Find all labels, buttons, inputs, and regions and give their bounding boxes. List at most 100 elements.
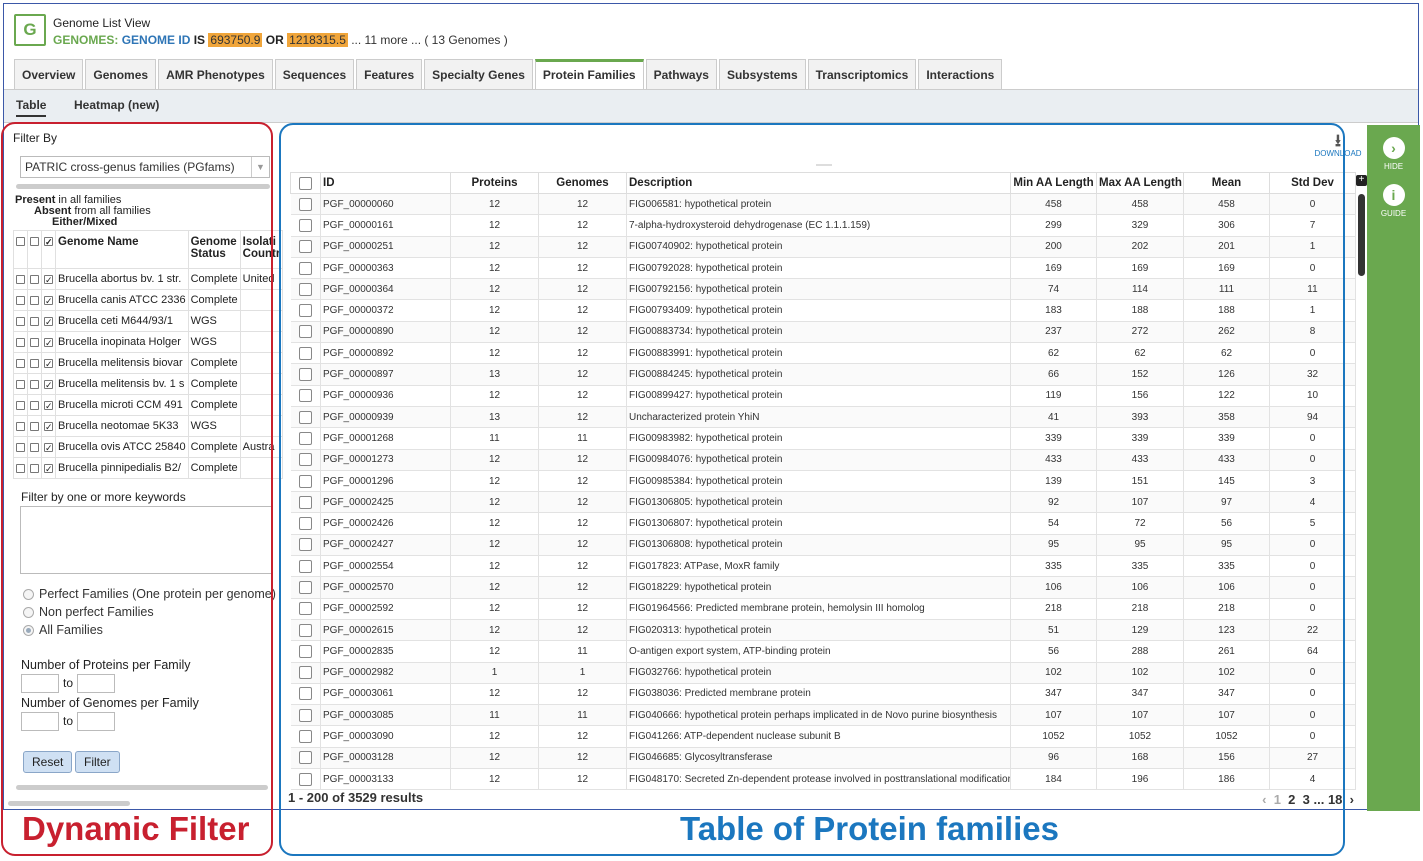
radio-perfect-families[interactable]: Perfect Families (One protein per genome… bbox=[23, 587, 276, 601]
prev-page-icon[interactable]: ‹ bbox=[1262, 792, 1267, 807]
table-row[interactable]: PGF_00003133 12 12 FIG048170: Secreted Zn-d… bbox=[290, 768, 1356, 791]
query-value-1[interactable]: 693750.9 bbox=[208, 33, 263, 47]
query-value-2[interactable]: 1218315.5 bbox=[287, 33, 348, 47]
page-last[interactable]: 18 bbox=[1327, 792, 1343, 807]
either-checkbox[interactable]: ✓ bbox=[41, 352, 56, 374]
download-button[interactable]: ⭳ DOWNLOAD bbox=[1310, 132, 1366, 158]
radio-nonperfect-families[interactable]: Non perfect Families bbox=[23, 605, 154, 619]
table-row[interactable]: PGF_00003090 12 12 FIG041266: ATP-dependent… bbox=[290, 725, 1356, 748]
tab-features[interactable]: Features bbox=[356, 59, 423, 89]
either-checkbox[interactable]: ✓ bbox=[41, 268, 56, 290]
row-checkbox[interactable] bbox=[290, 662, 321, 684]
tab-subsystems[interactable]: Subsystems bbox=[718, 59, 806, 89]
row-checkbox[interactable] bbox=[290, 321, 321, 344]
column-genomes[interactable]: Genomes bbox=[538, 172, 627, 194]
row-checkbox[interactable] bbox=[290, 385, 321, 407]
present-checkbox[interactable] bbox=[13, 394, 28, 416]
genomes-min-input[interactable] bbox=[21, 712, 59, 731]
present-checkbox[interactable] bbox=[13, 268, 28, 290]
table-row[interactable]: PGF_00000897 13 12 FIG00884245: hypothetica… bbox=[290, 363, 1356, 386]
subtab-heatmap[interactable]: Heatmap (new) bbox=[74, 98, 160, 112]
either-checkbox[interactable]: ✓ bbox=[41, 415, 56, 437]
next-page-icon[interactable]: › bbox=[1349, 792, 1354, 807]
absent-checkbox[interactable] bbox=[27, 352, 42, 374]
query-more[interactable]: ... 11 more ... ( 13 Genomes ) bbox=[351, 33, 508, 47]
header-present-checkbox[interactable] bbox=[13, 230, 28, 269]
column-max-aa-length[interactable]: Max AA Length bbox=[1096, 172, 1184, 194]
table-row[interactable]: PGF_00000892 12 12 FIG00883991: hypothetica… bbox=[290, 342, 1356, 365]
table-row[interactable]: PGF_00001268 11 11 FIG00983982: hypothetica… bbox=[290, 427, 1356, 450]
present-checkbox[interactable] bbox=[13, 331, 28, 353]
row-checkbox[interactable] bbox=[290, 747, 321, 770]
column-description[interactable]: Description bbox=[626, 172, 1011, 194]
row-checkbox[interactable] bbox=[290, 576, 321, 599]
row-checkbox[interactable] bbox=[290, 725, 321, 748]
table-row[interactable]: PGF_00002570 12 12 FIG018229: hypothetical … bbox=[290, 576, 1356, 599]
row-checkbox[interactable] bbox=[290, 768, 321, 791]
table-row[interactable]: PGF_00000939 13 12 Uncharacterized protein … bbox=[290, 406, 1356, 429]
either-checkbox[interactable]: ✓ bbox=[41, 331, 56, 353]
radio-button[interactable] bbox=[23, 625, 34, 637]
tab-overview[interactable]: Overview bbox=[14, 59, 84, 89]
table-row[interactable]: PGF_00000161 12 12 7-alpha-hydroxysteroid d… bbox=[290, 214, 1356, 237]
absent-checkbox[interactable] bbox=[27, 415, 42, 437]
page-2[interactable]: 2 bbox=[1288, 792, 1296, 807]
column-std-dev[interactable]: Std Dev bbox=[1269, 172, 1356, 194]
table-row[interactable]: PGF_00003061 12 12 FIG038036: Predicted mem… bbox=[290, 683, 1356, 706]
table-row[interactable]: PGF_00002427 12 12 FIG01306808: hypothetica… bbox=[290, 534, 1356, 557]
table-row[interactable]: PGF_00000890 12 12 FIG00883734: hypothetica… bbox=[290, 321, 1356, 344]
table-row[interactable]: PGF_00002982 1 1 FIG032766: hypothetical pr… bbox=[290, 662, 1356, 684]
page-1[interactable]: 1 bbox=[1273, 792, 1281, 807]
row-checkbox[interactable] bbox=[290, 193, 321, 216]
table-row[interactable]: PGF_00000060 12 12 FIG006581: hypothetical … bbox=[290, 193, 1356, 216]
table-row[interactable]: PGF_00002554 12 12 FIG017823: ATPase, MoxR … bbox=[290, 555, 1356, 578]
guide-button[interactable]: i GUIDE bbox=[1367, 184, 1420, 218]
proteins-max-input[interactable] bbox=[77, 674, 115, 693]
radio-button[interactable] bbox=[23, 607, 34, 619]
column-genome-status[interactable]: Genome Status bbox=[187, 230, 241, 269]
table-row[interactable]: PGF_00003128 12 12 FIG046685: Glycosyltrans… bbox=[290, 747, 1356, 770]
row-checkbox[interactable] bbox=[290, 683, 321, 706]
row-checkbox[interactable] bbox=[290, 555, 321, 578]
table-row[interactable]: PGF_00001273 12 12 FIG00984076: hypothetica… bbox=[290, 449, 1356, 471]
present-checkbox[interactable] bbox=[13, 373, 28, 395]
absent-checkbox[interactable] bbox=[27, 373, 42, 395]
present-checkbox[interactable] bbox=[13, 436, 28, 458]
row-checkbox[interactable] bbox=[290, 640, 321, 663]
table-scrollbar[interactable] bbox=[1358, 194, 1365, 276]
filter-button[interactable]: Filter bbox=[75, 751, 120, 773]
absent-checkbox[interactable] bbox=[27, 457, 42, 479]
either-checkbox[interactable]: ✓ bbox=[41, 394, 56, 416]
tab-protein-families[interactable]: Protein Families bbox=[534, 59, 644, 89]
column-isolation-country[interactable]: Isolati Countr bbox=[239, 230, 284, 269]
table-row[interactable]: PGF_00002835 12 11 O-antigen export system,… bbox=[290, 640, 1356, 663]
table-row[interactable]: PGF_00000364 12 12 FIG00792156: hypothetica… bbox=[290, 278, 1356, 301]
row-checkbox[interactable] bbox=[290, 598, 321, 620]
absent-checkbox[interactable] bbox=[27, 436, 42, 458]
either-checkbox[interactable]: ✓ bbox=[41, 436, 56, 458]
row-checkbox[interactable] bbox=[290, 214, 321, 237]
keywords-textarea[interactable] bbox=[20, 506, 272, 574]
present-checkbox[interactable] bbox=[13, 289, 28, 311]
present-checkbox[interactable] bbox=[13, 415, 28, 437]
column-proteins[interactable]: Proteins bbox=[450, 172, 539, 194]
table-row[interactable]: PGF_00000936 12 12 FIG00899427: hypothetica… bbox=[290, 385, 1356, 407]
table-row[interactable]: PGF_00003085 11 11 FIG040666: hypothetical … bbox=[290, 704, 1356, 727]
table-row[interactable]: PGF_00001296 12 12 FIG00985384: hypothetica… bbox=[290, 470, 1356, 493]
row-checkbox[interactable] bbox=[290, 299, 321, 322]
either-checkbox[interactable]: ✓ bbox=[41, 373, 56, 395]
row-checkbox[interactable] bbox=[290, 512, 321, 535]
table-row[interactable]: PGF_00000363 12 12 FIG00792028: hypothetica… bbox=[290, 257, 1356, 280]
genomes-max-input[interactable] bbox=[77, 712, 115, 731]
row-checkbox[interactable] bbox=[290, 470, 321, 493]
column-id[interactable]: ID bbox=[320, 172, 451, 194]
radio-button[interactable] bbox=[23, 589, 34, 601]
header-either-checkbox[interactable]: ✓ bbox=[41, 230, 56, 269]
absent-checkbox[interactable] bbox=[27, 394, 42, 416]
tab-amr-phenotypes[interactable]: AMR Phenotypes bbox=[158, 59, 273, 89]
absent-checkbox[interactable] bbox=[27, 331, 42, 353]
table-row[interactable]: PGF_00000372 12 12 FIG00793409: hypothetica… bbox=[290, 299, 1356, 322]
row-checkbox[interactable] bbox=[290, 278, 321, 301]
family-type-select[interactable]: PATRIC cross-genus families (PGfams) ▼ bbox=[20, 156, 270, 178]
either-checkbox[interactable]: ✓ bbox=[41, 289, 56, 311]
